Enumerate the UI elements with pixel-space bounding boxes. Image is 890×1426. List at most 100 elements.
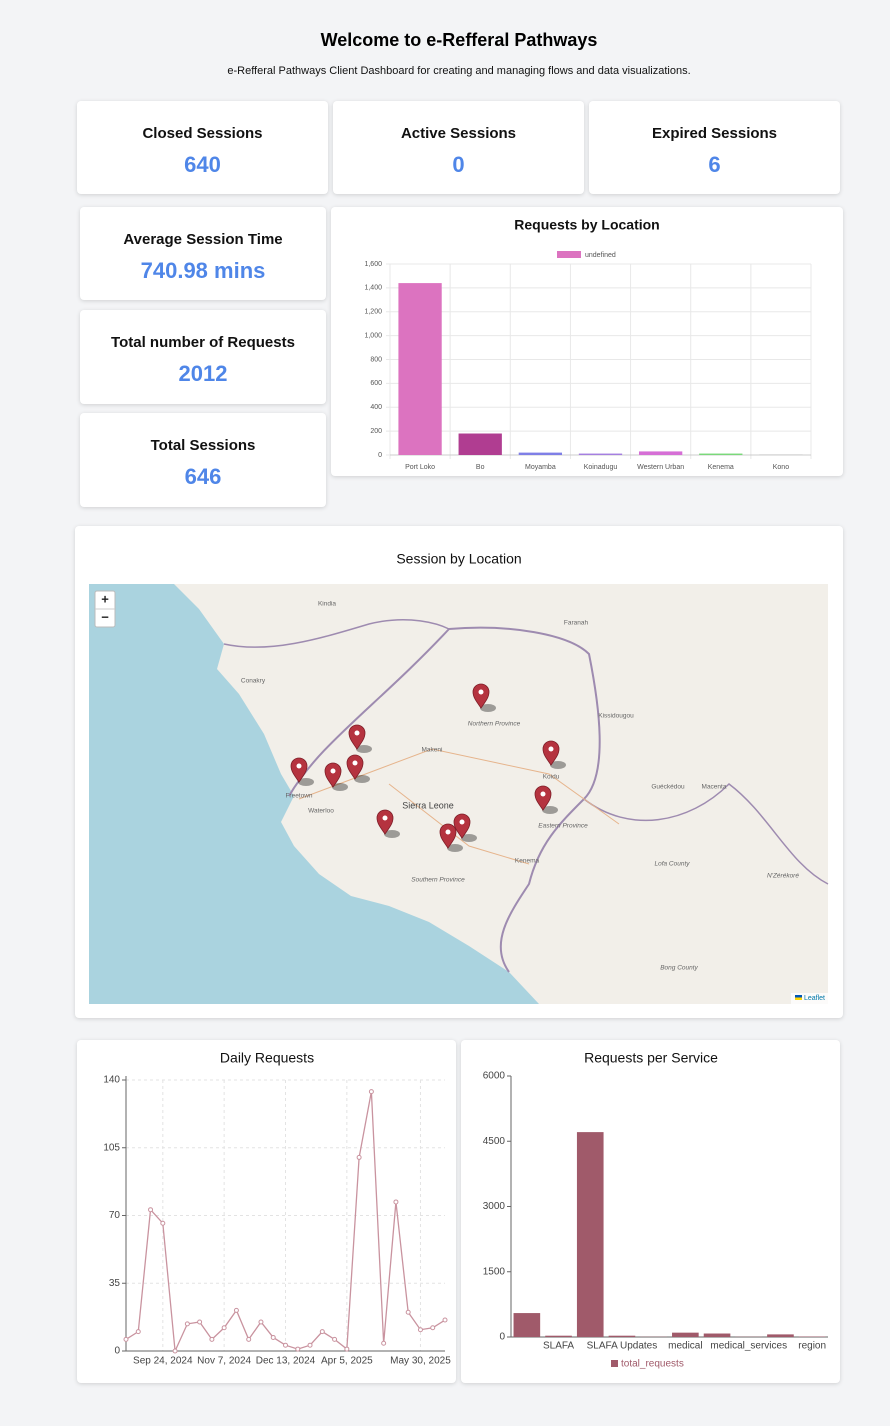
legend-swatch	[611, 1360, 618, 1367]
attribution-bg	[791, 993, 828, 1004]
bar	[518, 452, 563, 455]
data-point	[135, 1329, 141, 1335]
y-tick-label: 800	[370, 356, 382, 363]
x-tick-label: Kenema	[708, 464, 734, 471]
marker-shadow	[447, 844, 463, 852]
data-point	[209, 1336, 215, 1342]
stat-value: 6	[708, 152, 721, 177]
country-border	[583, 783, 829, 885]
map-place-label: Kindia	[318, 601, 336, 608]
marker-dot	[445, 829, 451, 835]
map-place-label: Sierra Leone	[402, 800, 454, 810]
y-tick-label: 6000	[483, 1071, 506, 1082]
attribution-flag-top	[795, 995, 802, 998]
map-place-label: N'Zérékoré	[767, 873, 799, 880]
y-tick-label: 105	[103, 1142, 120, 1153]
marker-shadow	[384, 830, 400, 838]
map-view: Conakry Kindia Faranah Freetown Waterloo Make…	[89, 584, 829, 1004]
x-tick-label: May 30, 2025	[390, 1356, 451, 1367]
map-place-label: Northern Province	[468, 721, 521, 728]
bar	[699, 453, 743, 455]
marker-dot	[330, 768, 336, 774]
data-point	[405, 1309, 411, 1315]
data-point	[148, 1207, 154, 1213]
location-marker[interactable]	[346, 754, 364, 780]
x-tick-label: medical	[668, 1341, 702, 1352]
location-marker[interactable]	[472, 683, 490, 709]
map-place-label: Freetown	[285, 793, 312, 800]
stat-card: Expired Sessions 6	[589, 101, 840, 194]
stat-value: 640	[184, 152, 221, 177]
data-point	[295, 1346, 301, 1352]
data-point	[123, 1336, 129, 1342]
map-place-label: Koidu	[543, 774, 560, 781]
ocean	[89, 584, 539, 1004]
data-point	[368, 1089, 374, 1095]
legend-label: undefined	[585, 252, 616, 259]
daily-chart-card: Daily Requests 0 35 70 105 140 Sep 24, 2024 Nov…	[77, 1040, 456, 1383]
country-border	[223, 618, 450, 648]
y-tick-label: 400	[370, 404, 382, 411]
y-tick-label: 0	[499, 1332, 505, 1343]
marker-dot	[296, 763, 302, 769]
map-place-label: Faranah	[564, 620, 589, 627]
location-marker[interactable]	[542, 740, 560, 766]
map-place-label: Waterloo	[308, 808, 334, 815]
marker-shadow	[480, 704, 496, 712]
data-point	[356, 1154, 362, 1160]
stat-label: Total number of Requests	[111, 334, 295, 351]
map-place-label: Guéckédou	[651, 784, 685, 791]
map-card: Session by Location Conakry Kindia Faranah F…	[75, 526, 843, 1018]
x-tick-label: Bo	[476, 464, 485, 471]
location-marker[interactable]	[439, 823, 457, 849]
bar	[578, 453, 623, 455]
stat-card: Total number of Requests 2012	[80, 310, 326, 404]
data-point	[442, 1317, 448, 1323]
legend-swatch	[557, 251, 581, 258]
bar	[638, 451, 683, 455]
chart-title: Requests by Location	[514, 217, 659, 233]
stat-label: Expired Sessions	[651, 125, 778, 142]
y-tick-label: 1,400	[364, 285, 382, 292]
zoom-out-button[interactable]: −	[101, 609, 109, 624]
stat-value: 0	[452, 152, 465, 177]
map-place-label: Lofa County	[654, 861, 690, 868]
stat-card: Total Sessions 646	[80, 413, 326, 507]
service-chart: Requests per Service 0 1500 3000 4500 6000 SLA…	[483, 1050, 828, 1370]
data-point	[283, 1342, 288, 1348]
location-marker[interactable]	[290, 757, 308, 783]
attribution-link[interactable]: Leaflet	[804, 995, 825, 1002]
location-marker[interactable]	[324, 762, 342, 788]
marker-dot	[382, 815, 388, 821]
x-tick-label: Koinadugu	[584, 464, 618, 471]
stat-value: 740.98 mins	[140, 258, 266, 283]
marker-dot	[352, 760, 358, 766]
stat-value: 646	[184, 464, 222, 489]
marker-dot	[478, 689, 484, 695]
data-point	[233, 1307, 239, 1313]
x-tick-label: SLAFA Updates	[587, 1341, 658, 1352]
stat-label: Average Session Time	[123, 231, 283, 248]
data-point	[197, 1319, 203, 1325]
bar	[576, 1132, 604, 1337]
service-chart-card: Requests per Service 0 1500 3000 4500 6000 SLA…	[461, 1040, 840, 1383]
location-marker[interactable]	[453, 813, 471, 839]
location-marker[interactable]	[534, 785, 552, 811]
x-tick-label: Sep 24, 2024	[133, 1356, 193, 1367]
daily-chart: Daily Requests 0 35 70 105 140 Sep 24, 2024 Nov…	[103, 1050, 451, 1367]
map-place-label: Macenta	[702, 784, 727, 791]
zoom-in-button[interactable]: +	[101, 591, 109, 606]
marker-shadow	[332, 783, 348, 791]
map-panel: Session by Location Conakry Kindia Faranah F…	[89, 551, 829, 1004]
data-point	[430, 1325, 436, 1331]
marker-shadow	[550, 761, 566, 769]
x-tick-label: Western Urban	[637, 464, 684, 471]
country-border	[288, 626, 601, 973]
bar	[513, 1313, 541, 1337]
location-marker[interactable]	[348, 724, 366, 750]
bar	[398, 283, 442, 455]
map-place-label: Southern Province	[411, 877, 465, 884]
location-marker[interactable]	[376, 809, 394, 835]
page-title: Welcome to e-Refferal Pathways	[320, 30, 598, 50]
